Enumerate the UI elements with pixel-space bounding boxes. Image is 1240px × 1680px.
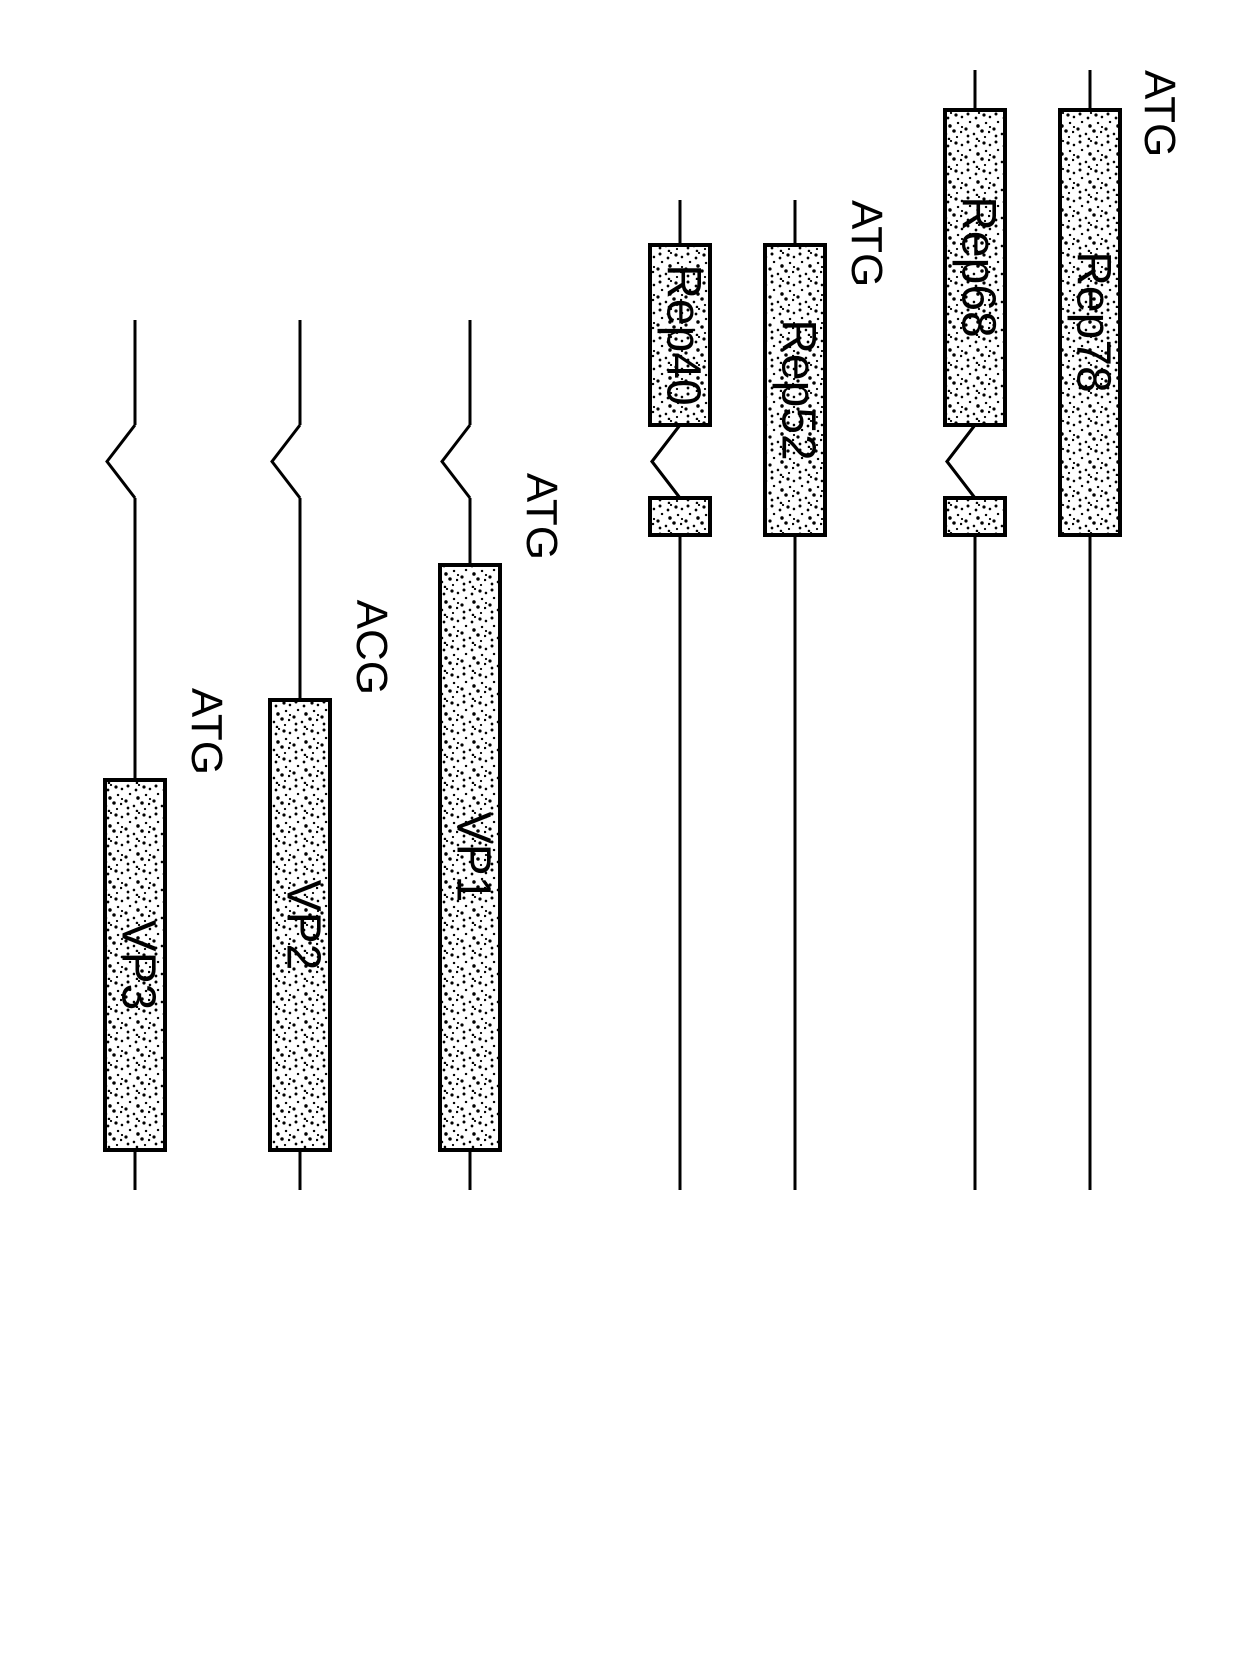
intron-connector <box>272 425 300 498</box>
gene-label-vp3: VP3 <box>111 920 164 1011</box>
track-rep68: Rep68 <box>945 70 1005 1190</box>
intron-connector <box>107 425 135 498</box>
codon-label-rep52: ATG <box>842 200 891 287</box>
gene-label-vp2: VP2 <box>276 880 329 971</box>
intron-connector <box>652 425 680 498</box>
gene-label-rep78: Rep78 <box>1066 251 1119 392</box>
intron-connector <box>947 425 975 498</box>
gene-label-vp1: VP1 <box>446 812 499 903</box>
track-vp1: ATG VP1 <box>440 320 566 1190</box>
codon-label-rep78: ATG <box>1135 70 1184 157</box>
intron-connector <box>442 425 470 498</box>
track-vp2: ACG VP2 <box>270 320 396 1190</box>
codon-label-vp2: ACG <box>347 600 396 695</box>
track-rep52: ATG Rep52 <box>765 200 891 1190</box>
codon-label-vp3: ATG <box>182 688 231 775</box>
exon-box-rep40-1 <box>650 498 710 535</box>
track-rep40: Rep40 <box>650 200 710 1190</box>
gene-label-rep52: Rep52 <box>771 319 824 460</box>
gene-label-rep68: Rep68 <box>951 196 1004 337</box>
gene-label-rep40: Rep40 <box>656 264 709 405</box>
exon-box-rep68-1 <box>945 498 1005 535</box>
track-rep78: ATG Rep78 <box>1060 70 1184 1190</box>
diagram-root: ATG Rep78 Rep68 ATG Rep52 Rep40 ATG VP1 ACG VP2 AT… <box>105 70 1184 1190</box>
track-vp3: ATG VP3 <box>105 320 231 1190</box>
intron-connector <box>947 425 975 498</box>
intron-connector <box>652 425 680 498</box>
codon-label-vp1: ATG <box>517 473 566 560</box>
